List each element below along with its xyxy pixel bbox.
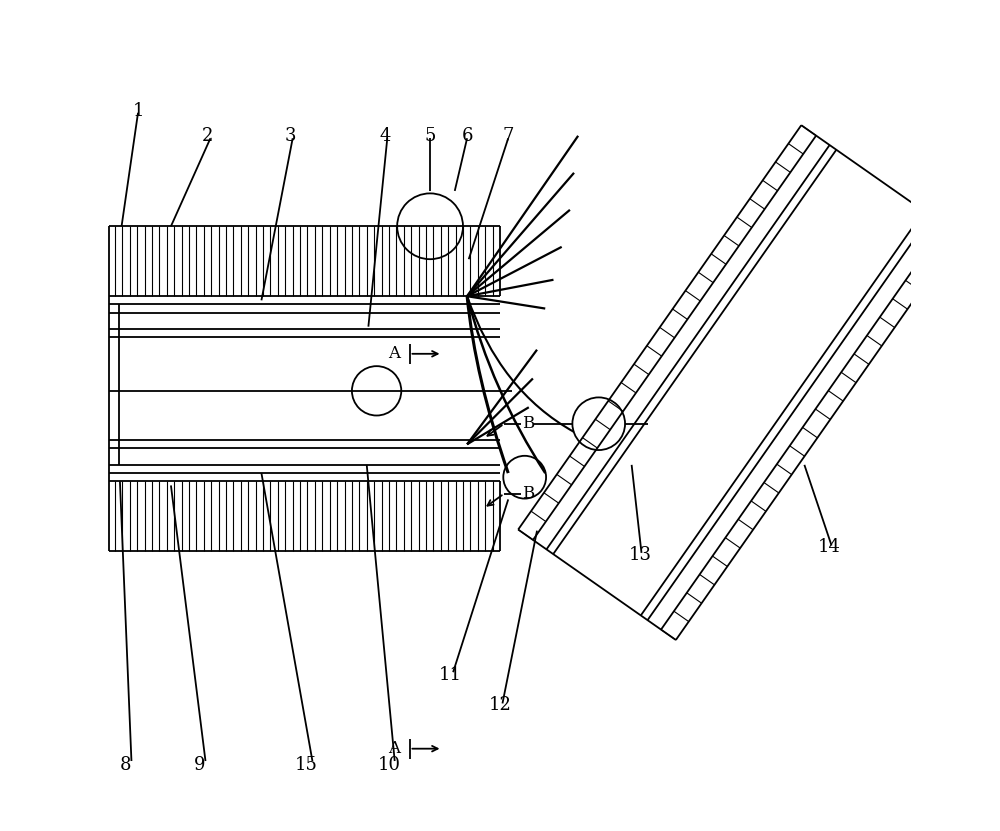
Text: 4: 4	[379, 127, 391, 145]
Text: 3: 3	[284, 127, 296, 145]
Text: 14: 14	[818, 538, 841, 556]
Text: 1: 1	[132, 102, 144, 120]
Text: 6: 6	[461, 127, 473, 145]
Text: A: A	[388, 346, 400, 362]
Text: 5: 5	[424, 127, 436, 145]
Text: 10: 10	[377, 756, 400, 774]
Text: B: B	[522, 485, 534, 502]
Text: 15: 15	[295, 756, 318, 774]
Text: 8: 8	[120, 756, 131, 774]
Text: 9: 9	[194, 756, 205, 774]
Text: 2: 2	[202, 127, 214, 145]
Text: B: B	[522, 416, 534, 432]
Text: A: A	[388, 740, 400, 757]
Text: 7: 7	[503, 127, 514, 145]
Text: 13: 13	[628, 546, 651, 564]
Text: 12: 12	[489, 696, 511, 714]
Text: 11: 11	[439, 666, 462, 684]
